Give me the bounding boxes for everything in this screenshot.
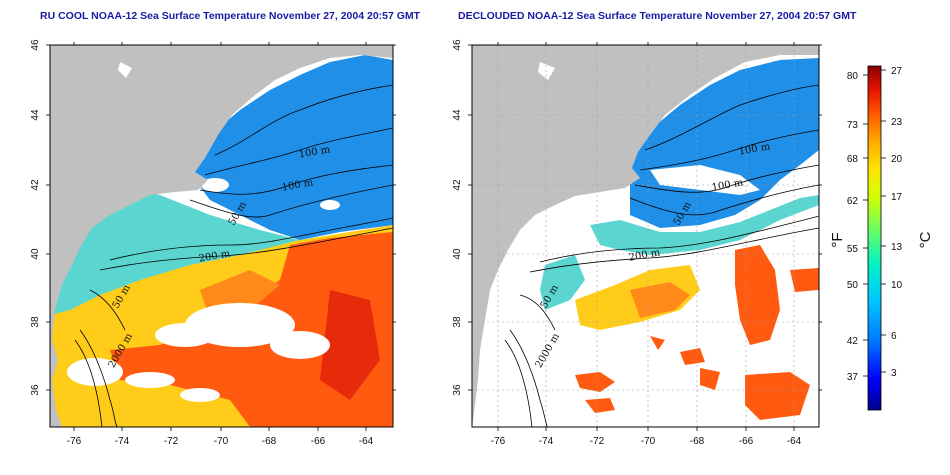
x-tick-label: -70: [641, 436, 656, 447]
land-mass: [50, 45, 393, 427]
celsius-tick-label: 3: [891, 368, 897, 379]
land-mass: [472, 45, 819, 427]
right-map: [472, 45, 819, 427]
fahrenheit-tick-label: 50: [847, 280, 859, 291]
fahrenheit-unit-label: °F: [829, 232, 846, 247]
right-map-frame: [471, 44, 820, 428]
right-panel-title: DECLOUDED NOAA-12 Sea Surface Temperatur…: [458, 10, 857, 22]
x-tick-label: -74: [115, 436, 130, 447]
y-tick-label: 36: [452, 384, 463, 396]
colorbar: [867, 65, 882, 411]
celsius-tick-label: 23: [891, 117, 903, 128]
x-tick-label: -68: [690, 436, 705, 447]
y-tick-label: 40: [452, 248, 463, 260]
y-tick-label: 42: [452, 179, 463, 191]
cloud-patches: [67, 178, 340, 402]
left-map: [50, 45, 393, 427]
y-tick-label: 38: [30, 316, 41, 328]
left-map-frame: [49, 44, 394, 428]
bathymetry-contours: [74, 84, 393, 427]
x-tick-label: -66: [739, 436, 754, 447]
x-tick-label: -72: [164, 436, 179, 447]
y-tick-label: 38: [452, 316, 463, 328]
fahrenheit-tick-label: 62: [847, 196, 859, 207]
cold-shelf-region: [190, 55, 393, 240]
fahrenheit-tick-label: 73: [847, 120, 859, 131]
x-tick-label: -64: [787, 436, 802, 447]
y-tick-label: 40: [30, 248, 41, 260]
x-tick-label: -76: [491, 436, 506, 447]
left-panel-title: RU COOL NOAA-12 Sea Surface Temperature …: [40, 10, 421, 22]
y-tick-label: 44: [30, 109, 41, 121]
celsius-tick-label: 6: [891, 331, 897, 342]
bathymetry-contours: [504, 84, 819, 427]
x-tick-label: -66: [311, 436, 326, 447]
y-tick-label: 46: [30, 39, 41, 51]
x-tick-label: -74: [539, 436, 554, 447]
fahrenheit-tick-label: 55: [847, 244, 859, 255]
fahrenheit-tick-label: 68: [847, 154, 859, 165]
celsius-tick-label: 20: [891, 154, 903, 165]
celsius-tick-label: 13: [891, 242, 903, 253]
celsius-unit-label: °C: [917, 231, 934, 248]
x-tick-label: -68: [262, 436, 277, 447]
x-tick-label: -72: [590, 436, 605, 447]
y-tick-label: 44: [452, 109, 463, 121]
fahrenheit-tick-label: 42: [847, 336, 859, 347]
x-tick-label: -64: [359, 436, 374, 447]
slope-water-region: [590, 195, 819, 255]
y-tick-label: 36: [30, 384, 41, 396]
x-tick-label: -76: [67, 436, 82, 447]
lat-lon-grid: [472, 45, 819, 427]
fahrenheit-tick-label: 37: [847, 372, 859, 383]
y-tick-label: 46: [452, 39, 463, 51]
celsius-tick-label: 27: [891, 66, 903, 77]
y-tick-label: 42: [30, 179, 41, 191]
x-tick-label: -70: [214, 436, 229, 447]
celsius-tick-label: 17: [891, 192, 903, 203]
fahrenheit-tick-label: 80: [847, 71, 859, 82]
celsius-tick-label: 10: [891, 280, 903, 291]
